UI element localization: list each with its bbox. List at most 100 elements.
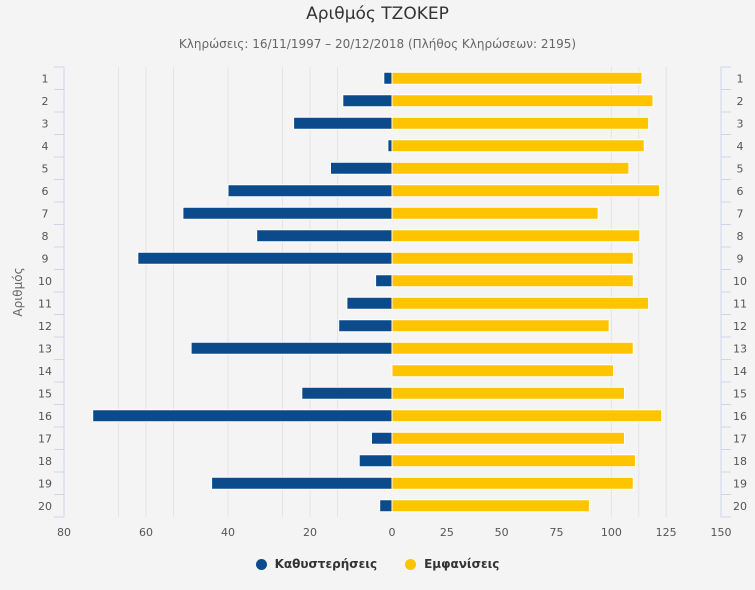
bar-appearances-9[interactable] [391, 251, 634, 265]
legend-marker-delays [255, 558, 267, 570]
category-label-right: 13 [733, 342, 747, 355]
bar-appearances-14[interactable] [391, 364, 615, 378]
category-label-left: 14 [38, 365, 52, 378]
legend-item-appearances[interactable]: Εμφανίσεις [405, 557, 499, 571]
bar-appearances-19[interactable] [391, 476, 634, 490]
bar-appearances-4[interactable] [391, 139, 645, 153]
legend-label-appearances: Εμφανίσεις [424, 557, 500, 571]
legend: Καθυστερήσεις Εμφανίσεις [0, 557, 755, 571]
bar-appearances-7[interactable] [391, 206, 599, 220]
category-label-right: 17 [733, 432, 747, 445]
category-label-right: 9 [737, 252, 744, 265]
category-label-left: 1 [42, 72, 49, 85]
bar-delays-15[interactable] [301, 386, 393, 400]
x-tick-label-right: 100 [601, 526, 622, 539]
bar-delays-1[interactable] [383, 71, 393, 85]
category-label-right: 5 [737, 162, 744, 175]
bar-appearances-20[interactable] [391, 499, 590, 513]
category-label-right: 8 [737, 230, 744, 243]
x-tick-label-right: 50 [495, 526, 509, 539]
x-tick-label-left: 80 [57, 526, 71, 539]
bar-appearances-11[interactable] [391, 296, 650, 310]
category-label-left: 3 [42, 117, 49, 130]
category-label-right: 16 [733, 410, 747, 423]
bar-appearances-6[interactable] [391, 184, 661, 198]
bar-delays-16[interactable] [92, 409, 393, 423]
category-label-right: 2 [737, 95, 744, 108]
x-tick-label-right: 25 [440, 526, 454, 539]
bar-delays-2[interactable] [342, 94, 393, 108]
category-label-right: 19 [733, 477, 747, 490]
category-label-right: 11 [733, 297, 747, 310]
category-label-right: 10 [733, 275, 747, 288]
x-tick-label-right: 75 [550, 526, 564, 539]
category-label-right: 12 [733, 320, 747, 333]
bar-delays-12[interactable] [338, 319, 393, 333]
category-label-right: 4 [737, 140, 744, 153]
chart-title: Αριθμός ΤΖΟΚΕΡ [306, 4, 449, 24]
category-label-left: 12 [38, 320, 52, 333]
bar-delays-20[interactable] [379, 499, 393, 513]
bar-appearances-13[interactable] [391, 341, 634, 355]
category-label-right: 14 [733, 365, 747, 378]
category-label-left: 15 [38, 387, 52, 400]
bar-delays-17[interactable] [371, 431, 393, 445]
category-label-left: 4 [42, 140, 49, 153]
bar-appearances-1[interactable] [391, 71, 643, 85]
bar-appearances-17[interactable] [391, 431, 625, 445]
x-tick-label-left: 20 [303, 526, 317, 539]
bar-delays-5[interactable] [330, 161, 393, 175]
bar-appearances-10[interactable] [391, 274, 634, 288]
bar-delays-13[interactable] [190, 341, 393, 355]
category-label-left: 6 [42, 185, 49, 198]
bar-delays-7[interactable] [182, 206, 393, 220]
category-label-right: 20 [733, 500, 747, 513]
bar-delays-11[interactable] [346, 296, 393, 310]
category-label-right: 15 [733, 387, 747, 400]
legend-marker-appearances [405, 558, 417, 570]
bar-delays-3[interactable] [293, 116, 393, 130]
bar-appearances-5[interactable] [391, 161, 630, 175]
category-label-left: 7 [42, 207, 49, 220]
category-label-left: 16 [38, 410, 52, 423]
category-label-right: 6 [737, 185, 744, 198]
category-label-left: 13 [38, 342, 52, 355]
category-label-right: 7 [737, 207, 744, 220]
category-label-right: 18 [733, 455, 747, 468]
bar-delays-18[interactable] [358, 454, 393, 468]
bar-delays-10[interactable] [375, 274, 393, 288]
category-label-right: 1 [737, 72, 744, 85]
y-axis-title: Αριθμός [11, 267, 25, 316]
bar-appearances-18[interactable] [391, 454, 636, 468]
category-label-left: 9 [42, 252, 49, 265]
category-label-left: 2 [42, 95, 49, 108]
category-label-left: 20 [38, 500, 52, 513]
chart-subtitle: Κληρώσεις: 16/11/1997 – 20/12/2018 (Πλήθ… [178, 37, 577, 51]
category-label-left: 17 [38, 432, 52, 445]
bar-delays-6[interactable] [227, 184, 393, 198]
bar-delays-4[interactable] [387, 139, 393, 153]
category-label-right: 3 [737, 117, 744, 130]
x-tick-label-right: 125 [656, 526, 677, 539]
category-label-left: 19 [38, 477, 52, 490]
bar-appearances-15[interactable] [391, 386, 625, 400]
x-tick-label-left: 40 [221, 526, 235, 539]
category-label-left: 5 [42, 162, 49, 175]
legend-item-delays[interactable]: Καθυστερήσεις [255, 557, 378, 571]
bar-appearances-2[interactable] [391, 94, 654, 108]
bar-appearances-3[interactable] [391, 116, 650, 130]
x-tick-label-left: 0 [389, 526, 396, 539]
x-tick-label-left: 60 [139, 526, 153, 539]
bar-delays-9[interactable] [137, 251, 393, 265]
x-tick-label-right: 150 [711, 526, 732, 539]
category-label-left: 11 [38, 297, 52, 310]
category-label-left: 18 [38, 455, 52, 468]
category-label-left: 8 [42, 230, 49, 243]
bar-appearances-16[interactable] [391, 409, 663, 423]
legend-label-delays: Καθυστερήσεις [274, 557, 378, 571]
bar-appearances-12[interactable] [391, 319, 610, 333]
bar-delays-8[interactable] [256, 229, 393, 243]
bar-delays-19[interactable] [211, 476, 393, 490]
bar-appearances-8[interactable] [391, 229, 641, 243]
